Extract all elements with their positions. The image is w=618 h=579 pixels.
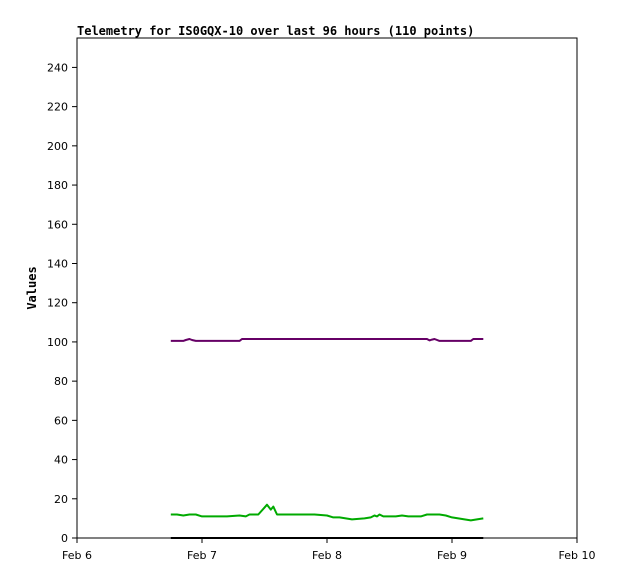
x-tick-label: Feb 8 [312,549,342,562]
y-tick-label: 140 [47,257,68,270]
y-tick-label: 0 [61,532,68,545]
x-tick-label: Feb 6 [62,549,92,562]
y-tick-label: 220 [47,101,68,114]
y-tick-label: 60 [54,414,68,427]
y-tick-label: 20 [54,493,68,506]
x-axis: Feb 6 Feb 7 Feb 8 Feb 9 Feb 10 [62,538,595,562]
y-tick-label: 180 [47,179,68,192]
y-axis: 0 20 40 60 80 100 120 140 160 180 200 220 240 [47,61,77,545]
y-tick-label: 40 [54,454,68,467]
y-tick-label: 200 [47,140,68,153]
series-line-2 [170,503,484,522]
plot-area [76,37,578,539]
y-tick-label: 160 [47,218,68,231]
x-tick-label: Feb 9 [437,549,467,562]
y-axis-label: Values [25,266,39,309]
series-lines [170,338,484,539]
y-tick-label: 240 [47,61,68,74]
series-line-1 [170,338,484,342]
x-tick-label: Feb 7 [187,549,217,562]
chart-title: Telemetry for IS0GQX-10 over last 96 hou… [77,24,474,38]
y-tick-label: 100 [47,336,68,349]
y-tick-label: 80 [54,375,68,388]
y-tick-label: 120 [47,297,68,310]
x-tick-label: Feb 10 [559,549,596,562]
